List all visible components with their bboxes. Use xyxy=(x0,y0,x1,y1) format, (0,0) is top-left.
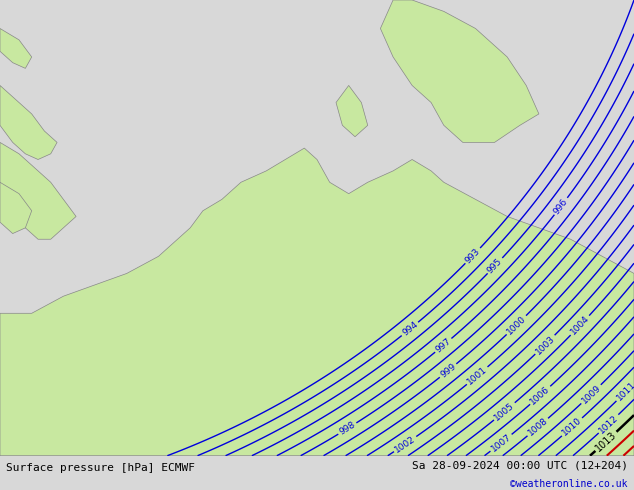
Text: 999: 999 xyxy=(439,362,458,380)
Text: 998: 998 xyxy=(338,420,357,437)
Polygon shape xyxy=(336,85,368,137)
Text: 1001: 1001 xyxy=(465,365,489,387)
Text: 1006: 1006 xyxy=(529,384,552,406)
Polygon shape xyxy=(0,148,634,456)
Polygon shape xyxy=(0,85,57,160)
Text: 1004: 1004 xyxy=(569,314,591,337)
Text: Surface pressure [hPa] ECMWF: Surface pressure [hPa] ECMWF xyxy=(6,463,195,473)
Text: 1002: 1002 xyxy=(393,434,417,454)
Text: 1012: 1012 xyxy=(597,413,620,435)
Text: 996: 996 xyxy=(552,196,570,216)
Text: 995: 995 xyxy=(486,256,504,275)
Text: 997: 997 xyxy=(434,336,453,354)
Text: 1003: 1003 xyxy=(534,334,557,356)
Text: Sa 28-09-2024 00:00 UTC (12+204): Sa 28-09-2024 00:00 UTC (12+204) xyxy=(411,460,628,470)
Text: 1013: 1013 xyxy=(593,429,618,453)
Polygon shape xyxy=(0,143,76,239)
Text: 1010: 1010 xyxy=(560,416,584,438)
Text: 1011: 1011 xyxy=(615,380,634,403)
Text: 993: 993 xyxy=(463,246,482,265)
Polygon shape xyxy=(380,0,539,143)
Text: 1008: 1008 xyxy=(526,416,550,438)
Text: 1005: 1005 xyxy=(493,401,516,422)
Text: 994: 994 xyxy=(401,320,420,338)
Text: 1009: 1009 xyxy=(579,383,602,405)
Text: 1000: 1000 xyxy=(505,314,528,336)
Polygon shape xyxy=(0,28,32,69)
Polygon shape xyxy=(0,182,32,234)
Text: ©weatheronline.co.uk: ©weatheronline.co.uk xyxy=(510,479,628,489)
Text: 1007: 1007 xyxy=(489,432,513,454)
